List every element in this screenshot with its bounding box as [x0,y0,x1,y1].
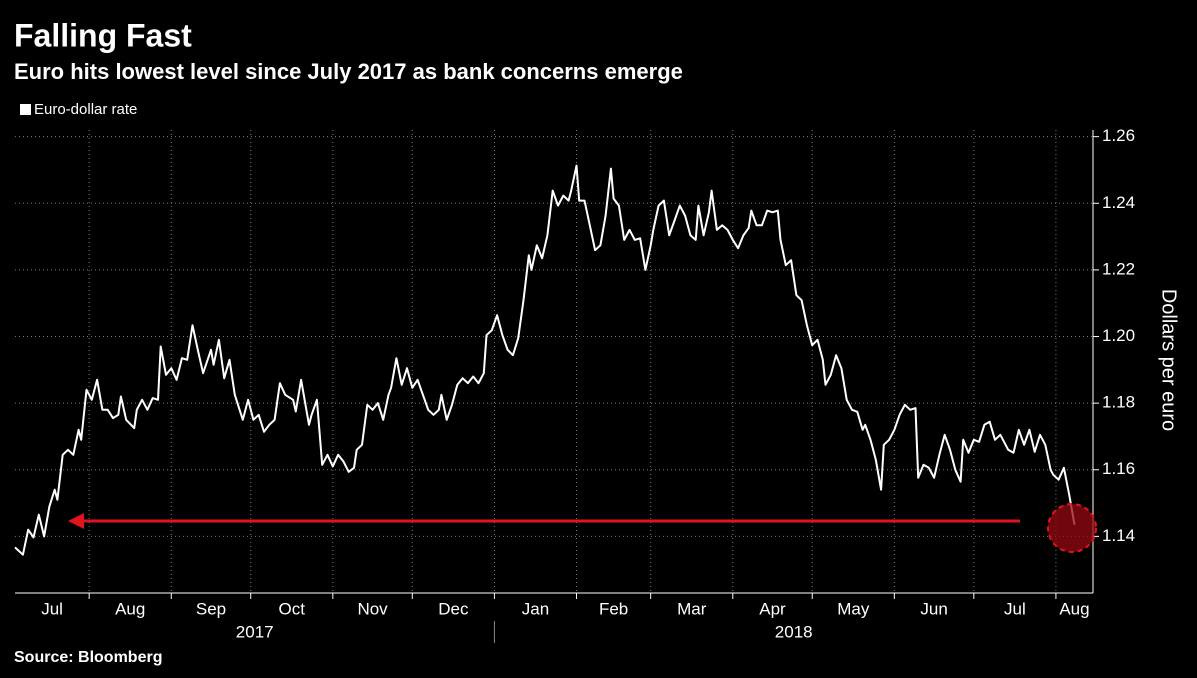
highlight-circle [1047,503,1097,553]
x-tick-label: May [837,599,870,618]
x-tick-label: Oct [279,599,306,618]
legend-swatch [20,104,31,115]
x-tick-label: Feb [599,599,628,618]
x-tick-label: Jan [522,599,549,618]
line-series [14,164,1076,556]
chart-title: Falling Fast [14,17,192,53]
chart-subtitle: Euro hits lowest level since July 2017 a… [14,59,683,84]
y-tick-label: 1.16 [1102,459,1135,478]
source: Source: Bloomberg [14,649,162,666]
x-tick-label: Apr [759,599,786,618]
x-tick-label: Nov [357,599,388,618]
x-tick-label: Mar [677,599,707,618]
y-tick-label: 1.18 [1102,393,1135,412]
y-tick-label: 1.20 [1102,326,1135,345]
y-tick-label: 1.22 [1102,259,1135,278]
x-tick-label: Jun [920,599,947,618]
plot-area: 1.14 1.16 1.18 1.20 1.22 1.24 1.26 Jul Aug Sep Oct… [14,126,1135,643]
y-axis-label: Dollars per euro [1158,289,1180,431]
year-label: 2018 [775,622,813,641]
y-tick-label: 1.26 [1102,126,1135,145]
y-tick-label: 1.24 [1102,193,1135,212]
x-tick-label: Sep [196,599,226,618]
y-tick-label: 1.14 [1102,526,1135,545]
x-tick-label: Dec [438,599,469,618]
x-tick-label: Jul [1004,599,1026,618]
legend-label: Euro-dollar rate [34,101,137,118]
x-tick-label: Jul [41,599,63,618]
year-label: 2017 [236,622,274,641]
arrow-head [68,513,84,529]
x-tick-label: Aug [115,599,145,618]
x-tick-label: Aug [1059,599,1089,618]
